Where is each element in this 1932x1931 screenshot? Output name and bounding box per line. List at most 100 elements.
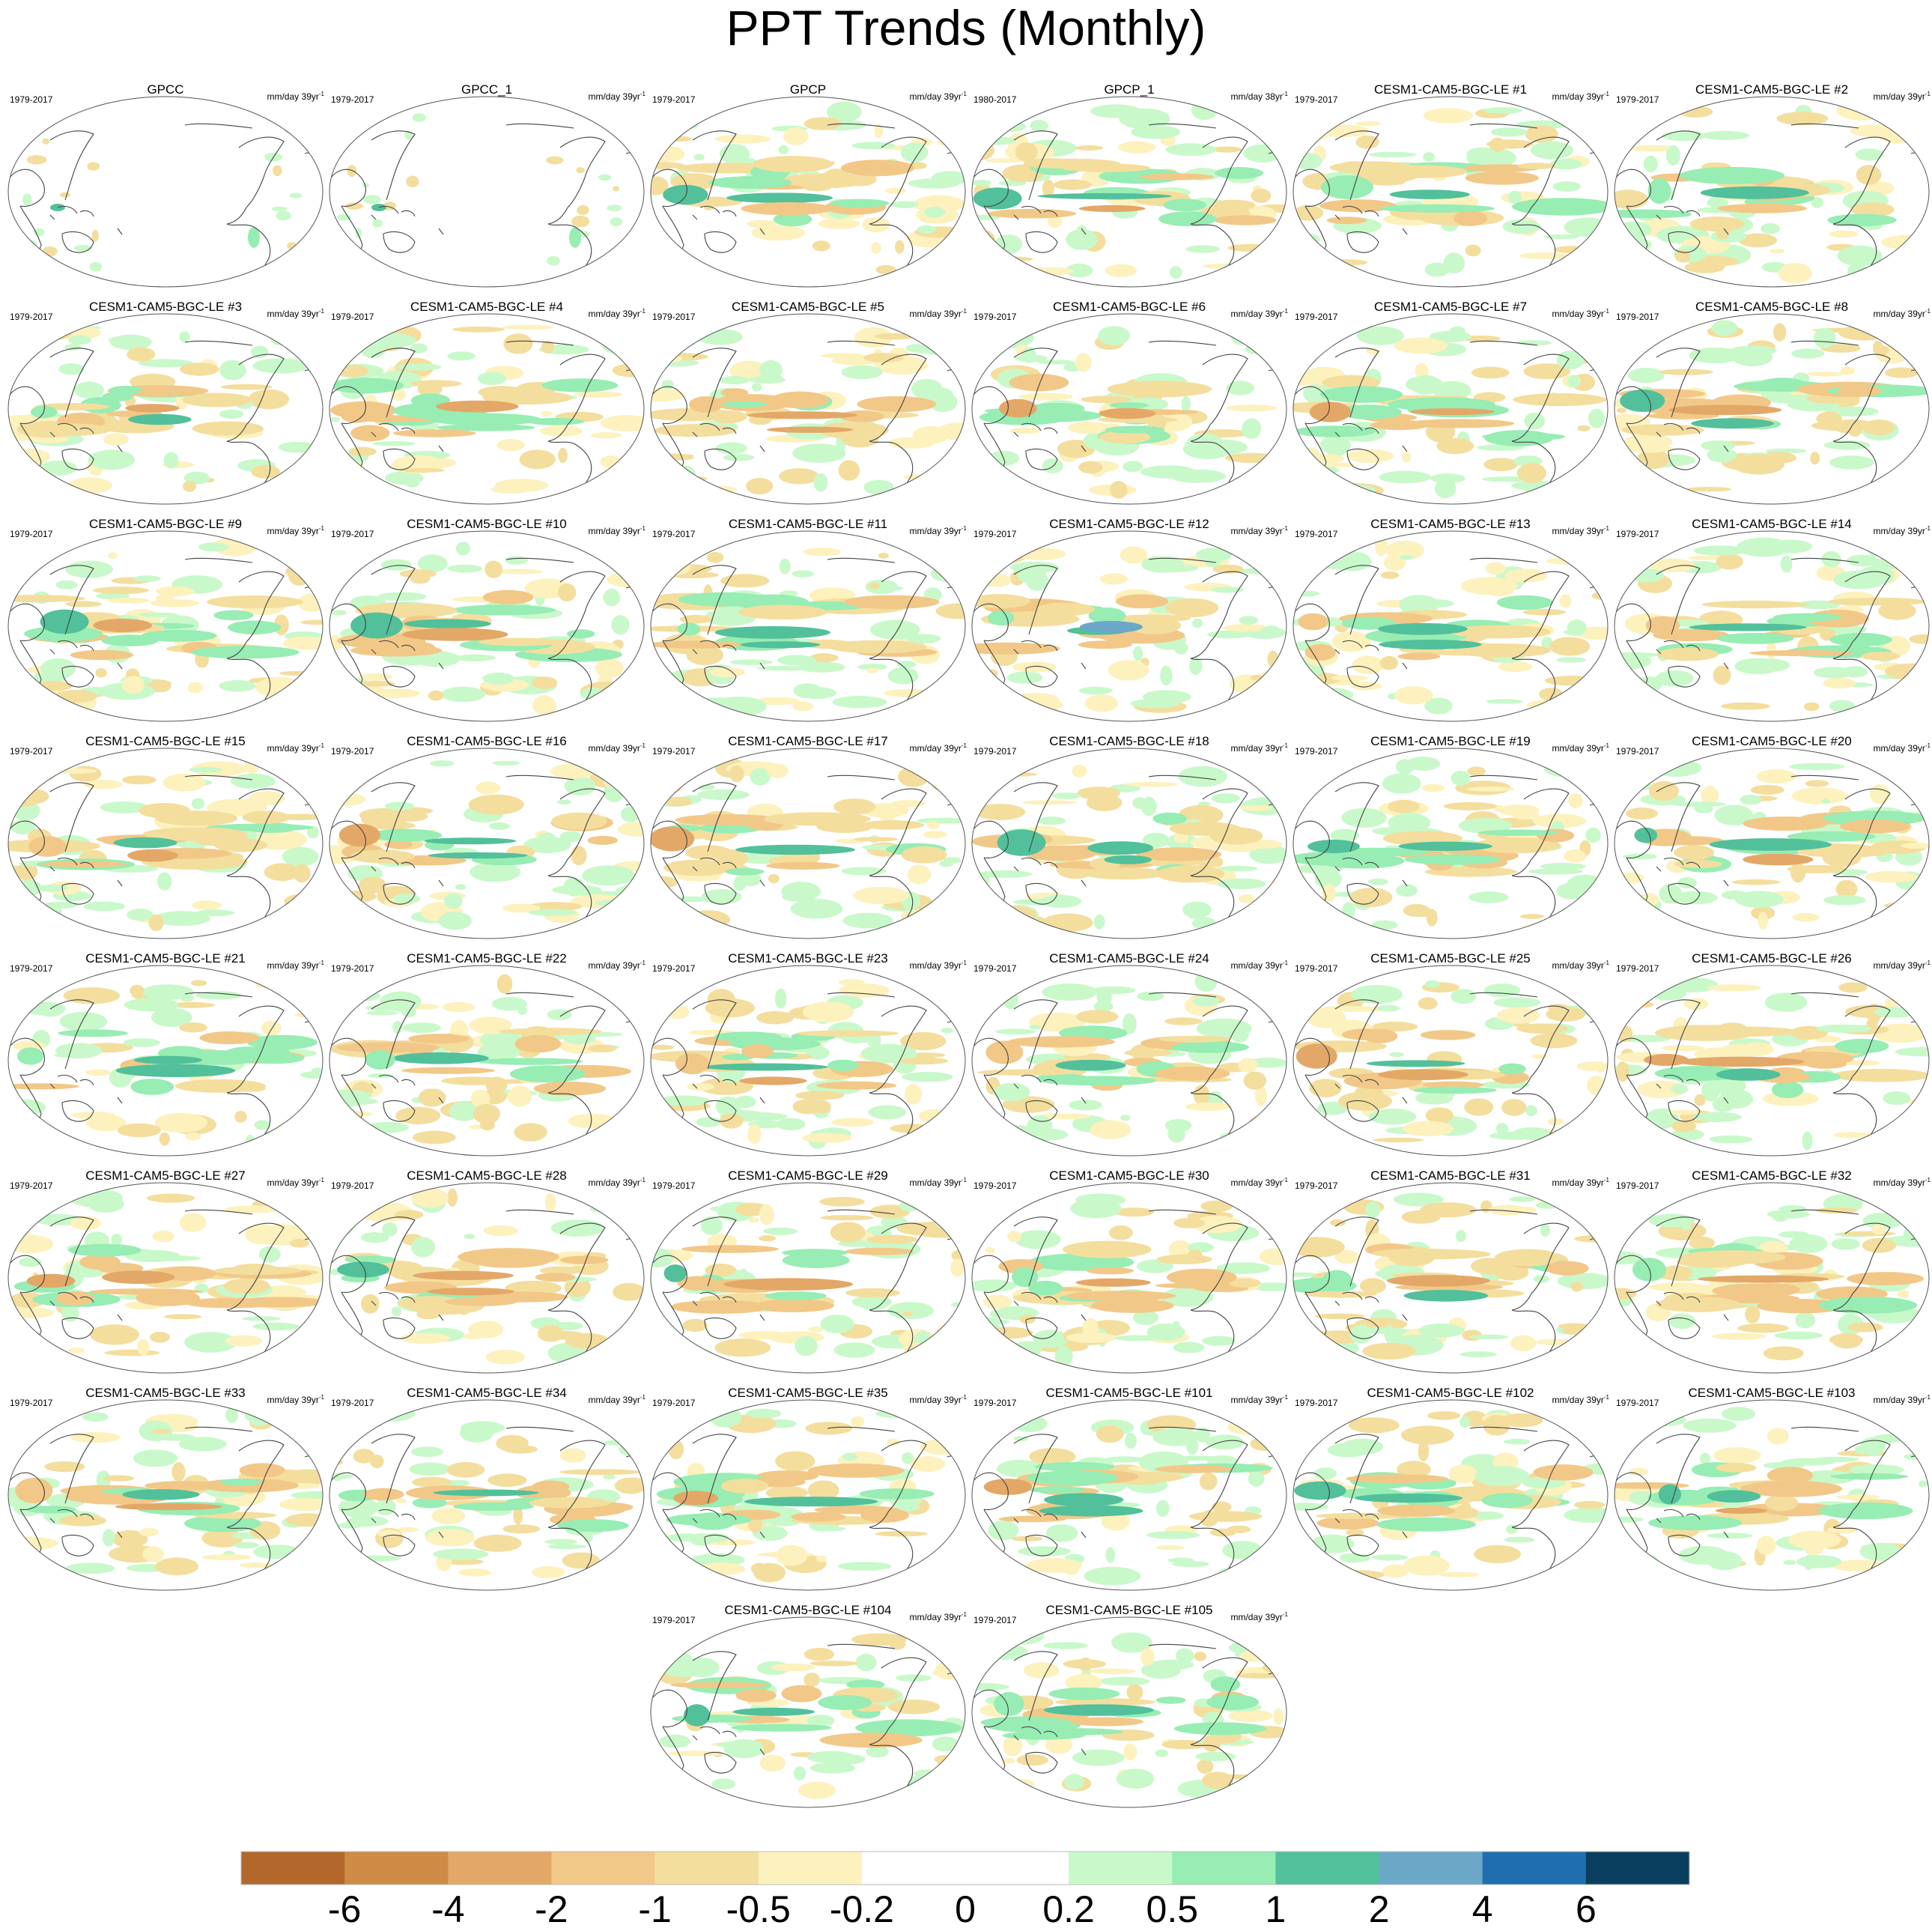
trend-patch — [1486, 699, 1523, 704]
map-outline — [1292, 530, 1609, 722]
robinson-map — [7, 96, 323, 288]
trend-patch — [1483, 107, 1523, 114]
colorbar-swatch — [1379, 1852, 1483, 1885]
coastline — [383, 449, 416, 470]
panel-period: 1979-2017 — [10, 529, 53, 539]
trend-patch — [866, 667, 878, 673]
trend-patch — [1556, 657, 1586, 663]
trend-patch — [300, 619, 323, 625]
colorbar-tick-label: -4 — [431, 1888, 465, 1930]
coastline — [1190, 207, 1211, 225]
units-span: 39 — [1907, 309, 1918, 319]
robinson-map — [971, 530, 1287, 722]
trend-patch — [410, 380, 462, 387]
coastline — [1334, 130, 1379, 201]
trend-patch — [1260, 625, 1282, 638]
trend-patch — [1466, 148, 1516, 169]
panel-period: 1980-2017 — [973, 94, 1017, 105]
trend-field — [1293, 535, 1608, 718]
trend-patch — [571, 215, 590, 228]
trend-patch — [714, 134, 771, 144]
trend-patch — [528, 902, 583, 912]
trend-patch — [1066, 263, 1093, 278]
trend-patch — [1355, 135, 1379, 149]
trend-patch — [1078, 686, 1113, 695]
trend-patch — [1549, 637, 1591, 656]
trend-patch — [868, 582, 881, 589]
trend-patch — [189, 766, 222, 773]
trend-patch — [818, 218, 860, 229]
trend-patch — [468, 794, 524, 815]
trend-patch — [838, 460, 860, 481]
trend-patch — [497, 569, 543, 575]
robinson-map — [1614, 96, 1930, 288]
trend-patch — [1366, 348, 1380, 355]
trend-patch — [1325, 437, 1348, 458]
panel-period: 1979-2017 — [331, 746, 374, 757]
trend-patch — [679, 615, 714, 624]
panel-title: CESM1-CAM5-BGC-LE #10 — [407, 517, 567, 531]
map-panel: CESM1-CAM5-BGC-LE #16 1979-2017 mm/day 39y… — [326, 734, 647, 954]
panel-units: mm/day 39yr-1 — [1230, 525, 1288, 536]
trend-patch — [723, 454, 755, 461]
trend-patch — [1758, 378, 1807, 392]
units-span: 39 — [622, 526, 633, 536]
coastline — [1844, 136, 1891, 208]
units-span: 39 — [622, 91, 633, 102]
coastline — [1202, 354, 1248, 425]
trend-patch — [1707, 197, 1728, 208]
units-base: mm/day — [1552, 526, 1585, 536]
trend-patch — [768, 873, 780, 884]
trend-patch — [1165, 598, 1219, 618]
units-suffix: yr — [953, 309, 962, 319]
map-panel: CESM1-CAM5-BGC-LE #13 1979-2017 mm/day 39y… — [1290, 517, 1611, 737]
coastline — [371, 422, 416, 437]
trend-patch — [1778, 263, 1812, 284]
trend-patch — [1689, 347, 1742, 363]
panel-period: 1979-2017 — [652, 529, 696, 539]
coastline — [383, 883, 416, 905]
trend-patch — [900, 142, 929, 163]
coastline — [651, 169, 687, 207]
trend-patch — [1689, 216, 1744, 232]
equatorial-band — [1689, 623, 1807, 631]
units-base: mm/day — [588, 309, 621, 319]
trend-patch — [1861, 652, 1901, 661]
units-exponent: -1 — [640, 91, 645, 97]
trend-patch — [1620, 424, 1704, 436]
coastline — [330, 603, 366, 642]
coastline — [1013, 205, 1058, 220]
trend-patch — [1813, 327, 1836, 349]
units-base: mm/day — [588, 91, 621, 102]
trend-patch — [729, 360, 768, 382]
map-panel: CESM1-CAM5-BGC-LE #3 1979-2017 mm/day 39yr… — [5, 300, 326, 520]
units-exponent: -1 — [318, 308, 324, 315]
panel-units: mm/day 39yr-1 — [1552, 308, 1609, 319]
units-exponent: -1 — [1603, 525, 1609, 532]
trend-patch — [830, 198, 890, 207]
trend-patch — [372, 441, 416, 446]
coastline — [1723, 123, 1859, 235]
trend-patch — [541, 410, 553, 416]
trend-patch — [1656, 647, 1719, 661]
coastlines — [9, 123, 322, 283]
trend-patch — [272, 165, 282, 177]
units-suffix: yr — [311, 526, 319, 536]
trend-patch — [401, 467, 446, 473]
robinson-map — [971, 96, 1287, 288]
trend-patch — [1829, 633, 1893, 646]
trend-patch — [857, 664, 887, 670]
trend-patch — [1140, 556, 1184, 573]
trend-patch — [1513, 393, 1607, 407]
coastline — [1294, 386, 1330, 425]
trend-patch — [651, 162, 686, 169]
map-outline — [1614, 96, 1930, 288]
units-span: 39 — [301, 526, 312, 536]
trend-patch — [678, 592, 769, 607]
trend-patch — [539, 425, 583, 437]
trend-patch — [429, 760, 455, 767]
colorbar-tick-label: 0.5 — [1146, 1888, 1199, 1930]
trend-patch — [1810, 452, 1820, 465]
trend-patch — [447, 351, 476, 361]
trend-patch — [1732, 454, 1784, 475]
